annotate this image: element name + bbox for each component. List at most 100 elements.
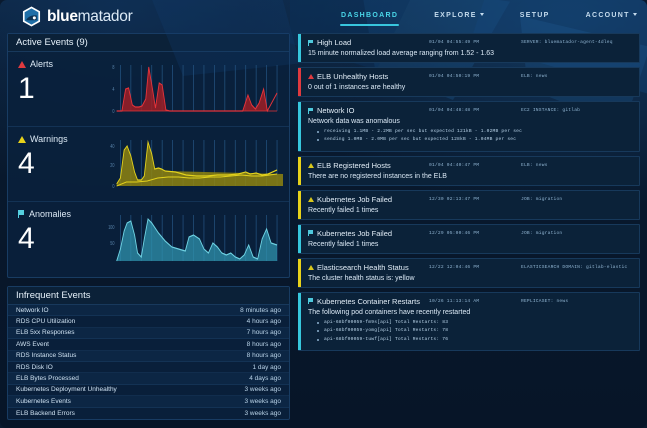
- list-item[interactable]: RDS CPU Utilization 4 hours ago: [8, 316, 289, 328]
- list-item[interactable]: Kubernetes Deployment Unhealthy 3 weeks a…: [8, 385, 289, 397]
- event-header: Elasticsearch Health Status 12/22 12:04:…: [308, 263, 631, 272]
- brand-logo[interactable]: bluematador: [0, 6, 133, 27]
- flag-icon: [308, 39, 317, 46]
- event-time: 3 weeks ago: [244, 397, 282, 405]
- list-item[interactable]: Kubernetes Events 3 weeks ago: [8, 396, 289, 408]
- feed-event-kubernetes-container-restarts[interactable]: Kubernetes Container Restarts 10/26 11:1…: [298, 291, 640, 352]
- event-detail-item: api-68bf00059-fm9s[api] Total Restarts: …: [317, 319, 631, 327]
- metric-value: 4: [18, 147, 35, 180]
- event-header: ELB Unhealthy Hosts 01/04 04:50:19 PM EL…: [308, 72, 631, 81]
- event-detail-item: sending 1.0MB - 2.0MB per sec but expect…: [317, 136, 631, 144]
- event-header: ELB Registered Hosts 01/04 04:40:47 PM E…: [308, 161, 631, 170]
- flag-icon: [18, 210, 25, 218]
- anomalies-sparkline-chart: 100 50: [104, 209, 283, 271]
- triangle-warning-icon: [308, 196, 317, 202]
- event-timestamp: 12/30 02:13:47 PM: [429, 196, 480, 202]
- flag-icon: [308, 230, 317, 237]
- event-timestamp: 01/04 04:40:47 PM: [429, 162, 480, 168]
- event-detail-list: receiving 1.1MB - 2.2MB per sec but expe…: [308, 128, 631, 145]
- nav-item-label: SETUP: [519, 11, 550, 19]
- event-timestamp: 10/26 11:13:14 AM: [429, 298, 480, 304]
- event-meta: ELASTICSEARCH DOMAIN: gitlab-elastic: [521, 264, 628, 270]
- event-description: 15 minute normalized load average rangin…: [308, 50, 494, 57]
- svg-text:20: 20: [110, 162, 115, 168]
- list-item[interactable]: ELB 5xx Responses 7 hours ago: [8, 327, 289, 340]
- event-description: The cluster health status is: yellow: [308, 274, 415, 282]
- event-name: ELB Backend Errors: [16, 409, 75, 417]
- list-item[interactable]: RDS Instance Status 8 hours ago: [8, 350, 289, 362]
- flag-icon: [308, 298, 317, 305]
- event-name: RDS Disk IO: [16, 363, 53, 371]
- svg-text:50: 50: [110, 240, 115, 246]
- event-time: 4 days ago: [249, 375, 281, 383]
- metric-label-text: Warnings: [30, 134, 68, 144]
- nav-item-dashboard[interactable]: DASHBOARD: [340, 8, 400, 26]
- event-description: There are no registered instances in the…: [308, 172, 447, 180]
- list-item[interactable]: AWS Event 8 hours ago: [8, 339, 289, 351]
- event-header: High Load 01/04 04:55:49 PM SERVER: blue…: [308, 38, 631, 47]
- event-description: Recently failed 1 times: [308, 240, 379, 248]
- brand-name: bluematador: [47, 8, 133, 26]
- event-name: ELB 5xx Responses: [16, 329, 75, 337]
- event-title: High Load: [317, 38, 352, 47]
- event-time: 1 day ago: [252, 363, 281, 371]
- list-item[interactable]: RDS Disk IO 1 day ago: [8, 362, 289, 374]
- event-description: The following pod containers have recent…: [308, 308, 471, 316]
- event-meta: SERVER: bluematador-agent-4dleq: [521, 40, 613, 45]
- app-header: bluematador DASHBOARD EXPLORE SETUP ACCO…: [0, 0, 647, 33]
- metric-alerts[interactable]: Alerts 1: [8, 52, 289, 127]
- chevron-down-icon: [632, 13, 637, 17]
- event-header: Kubernetes Job Failed 12/30 02:13:47 PM …: [308, 195, 631, 204]
- event-title: Kubernetes Job Failed: [317, 194, 393, 204]
- event-detail-list: api-68bf00059-fm9s[api] Total Restarts: …: [308, 319, 631, 344]
- event-meta: REPLICASET: news: [521, 298, 569, 304]
- nav-item-explore[interactable]: EXPLORE: [433, 8, 485, 26]
- event-timestamp: 01/04 04:50:19 PM: [429, 74, 480, 79]
- triangle-alert-icon: [308, 74, 317, 79]
- feed-event-elb-registered-hosts[interactable]: ELB Registered Hosts 01/04 04:40:47 PM E…: [298, 155, 640, 186]
- warnings-sparkline-chart: 40 20 0: [104, 134, 283, 196]
- event-title: Elasticsearch Health Status: [317, 262, 409, 272]
- event-time: 8 hours ago: [246, 352, 281, 360]
- feed-event-network-io[interactable]: Network IO 01/04 04:48:48 PM EC2 INSTANC…: [298, 101, 640, 152]
- nav-item-label: DASHBOARD: [341, 11, 399, 19]
- metric-label-wrap: Warnings 4: [18, 134, 104, 179]
- event-time: 4 hours ago: [246, 318, 281, 326]
- svg-text:4: 4: [112, 86, 115, 92]
- event-title: Kubernetes Job Failed: [317, 228, 393, 238]
- metric-warnings[interactable]: Warnings 4: [8, 127, 289, 202]
- event-header: Kubernetes Container Restarts 10/26 11:1…: [308, 297, 631, 306]
- feed-event-kubernetes-job-failed-1[interactable]: Kubernetes Job Failed 12/30 02:13:47 PM …: [298, 189, 640, 220]
- nav-item-account[interactable]: ACCOUNT: [585, 8, 638, 26]
- event-name: ELB Bytes Processed: [16, 375, 79, 383]
- dashboard-body: Active Events (9) Alerts 1: [0, 33, 647, 428]
- event-time: 7 hours ago: [246, 329, 281, 337]
- feed-event-high-load[interactable]: High Load 01/04 04:55:49 PM SERVER: blue…: [298, 33, 640, 63]
- chevron-down-icon: [479, 13, 484, 17]
- event-meta: ELB: news: [521, 162, 548, 168]
- nav-item-setup[interactable]: SETUP: [519, 8, 551, 26]
- list-item[interactable]: ELB Bytes Processed 4 days ago: [8, 373, 289, 385]
- feed-event-elb-unhealthy-hosts[interactable]: ELB Unhealthy Hosts 01/04 04:50:19 PM EL…: [298, 67, 640, 97]
- event-name: Kubernetes Deployment Unhealthy: [16, 386, 117, 394]
- svg-text:8: 8: [112, 64, 115, 70]
- event-time: 8 hours ago: [246, 340, 281, 348]
- metric-value: 4: [18, 222, 35, 255]
- event-description: Recently failed 1 times: [308, 206, 379, 214]
- event-name: Network IO: [16, 306, 49, 314]
- nav-item-label: ACCOUNT: [585, 11, 630, 19]
- infrequent-events-panel: Infrequent Events Network IO 8 minutes ag…: [7, 286, 290, 420]
- feed-event-elasticsearch-health-status[interactable]: Elasticsearch Health Status 12/22 12:04:…: [298, 257, 640, 288]
- alerts-sparkline-chart: 8 4 0: [104, 59, 283, 121]
- list-item[interactable]: ELB Backend Errors 3 weeks ago: [8, 408, 289, 419]
- event-name: RDS CPU Utilization: [16, 318, 76, 326]
- feed-event-kubernetes-job-failed-2[interactable]: Kubernetes Job Failed 12/29 05:00:46 PM …: [298, 223, 640, 254]
- triangle-alert-icon: [18, 60, 26, 68]
- metric-label: Warnings: [18, 134, 104, 144]
- metric-anomalies[interactable]: Anomalies 4: [8, 202, 289, 277]
- metric-label-text: Anomalies: [29, 209, 72, 219]
- event-title: ELB Registered Hosts: [317, 160, 391, 170]
- list-item[interactable]: Network IO 8 minutes ago: [8, 305, 289, 317]
- event-name: Kubernetes Events: [16, 397, 71, 405]
